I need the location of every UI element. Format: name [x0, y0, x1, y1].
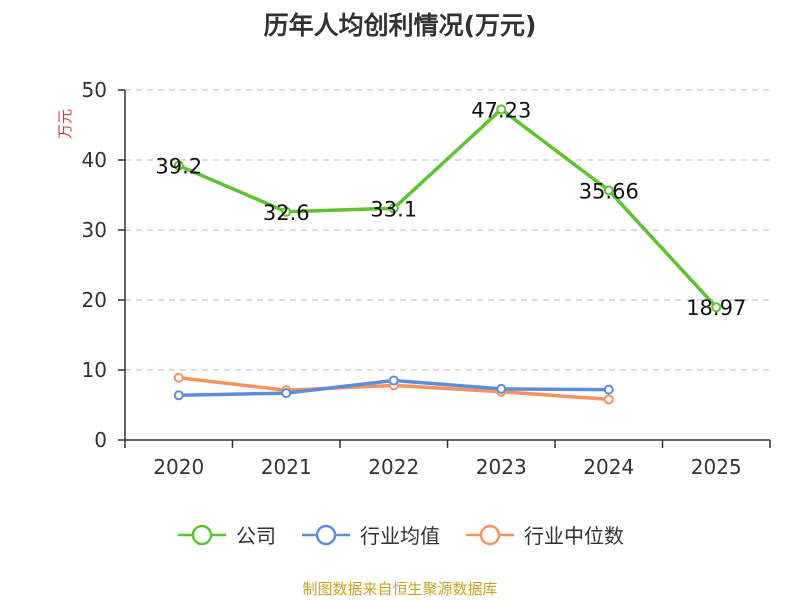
legend-label: 行业均值 — [360, 524, 440, 548]
data-point — [496, 383, 507, 394]
x-tick-label: 2025 — [691, 455, 742, 479]
y-tick-label: 50 — [82, 78, 107, 102]
data-label: 47.23 — [471, 98, 531, 122]
y-tick-label: 40 — [82, 148, 107, 172]
data-point — [173, 160, 184, 171]
data-point — [388, 375, 399, 386]
data-label: 18.97 — [686, 296, 746, 320]
chart-title: 历年人均创利情况(万元) — [263, 11, 537, 40]
legend-marker-icon — [302, 524, 350, 545]
data-source-note: 制图数据来自恒生聚源数据库 — [302, 580, 498, 598]
y-axis-label: 万元 — [56, 109, 74, 139]
legend-label: 公司 — [236, 524, 276, 548]
data-point — [388, 203, 399, 214]
legend-circle — [315, 524, 337, 545]
data-point — [281, 388, 292, 399]
data-label: 32.6 — [263, 201, 310, 225]
legend-circle — [191, 524, 213, 545]
y-tick-label: 10 — [82, 358, 107, 382]
legend-marker-icon — [178, 524, 226, 545]
data-point — [173, 372, 184, 383]
data-point — [603, 384, 614, 395]
data-point — [496, 104, 507, 115]
x-tick-label: 2021 — [261, 455, 312, 479]
data-point — [711, 302, 722, 313]
legend-item[interactable]: 行业中位数 — [464, 520, 624, 549]
series-line — [178, 107, 718, 309]
legend-item[interactable]: 公司 — [176, 520, 276, 549]
data-point — [173, 390, 184, 401]
data-point — [603, 185, 614, 196]
y-tick-label: 30 — [82, 218, 107, 242]
data-point — [281, 206, 292, 217]
x-tick-label: 2023 — [476, 455, 527, 479]
data-label: 33.1 — [370, 197, 417, 221]
chart-legend: 公司 行业均值 行业中位数 — [0, 520, 800, 549]
y-tick-label: 0 — [94, 428, 107, 452]
legend-item[interactable]: 行业均值 — [300, 520, 440, 549]
data-label: 39.2 — [155, 155, 202, 179]
legend-label: 行业中位数 — [524, 524, 624, 548]
x-tick-label: 2020 — [153, 455, 204, 479]
x-tick-label: 2022 — [368, 455, 419, 479]
x-tick-label: 2024 — [583, 455, 634, 479]
y-tick-label: 20 — [82, 288, 107, 312]
legend-circle — [479, 524, 501, 545]
legend-marker-icon — [466, 524, 514, 545]
data-point — [603, 394, 614, 405]
data-label: 35.66 — [579, 179, 639, 203]
